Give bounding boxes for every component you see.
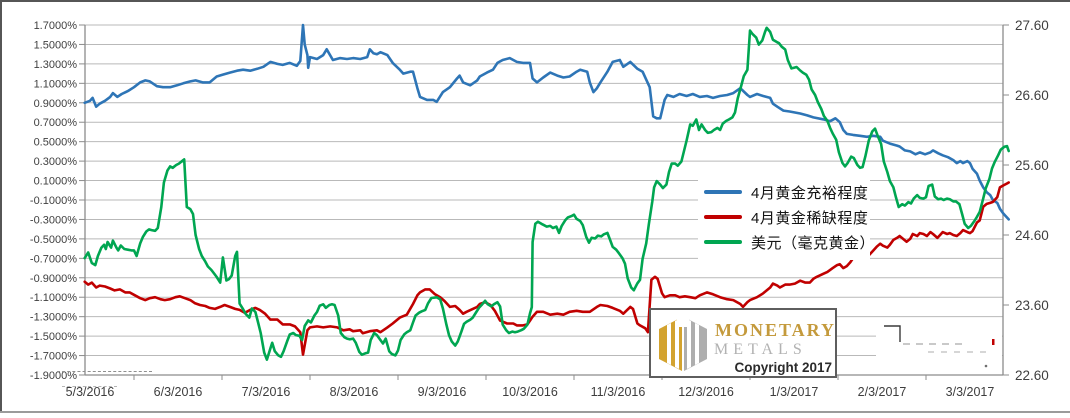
legend-swatch-red-icon [704,215,742,219]
erased-region-marks [884,325,995,368]
x-axis-tick-label: 3/3/2017 [946,385,995,399]
left-axis-tick-label: 0.9000% [34,98,78,110]
left-axis-tick-label: 0.5000% [34,137,78,149]
legend-item-dollar-mg-gold: 美元（毫克黄金） [704,230,875,254]
right-axis-tick-label: 26.60 [1015,88,1049,103]
left-axis-tick-label: 1.5000% [34,39,78,51]
left-axis-tick-label: -1.3000% [30,312,77,324]
watermark-copyright-text: Copyright 2017 [734,360,832,375]
series-line-gold-abundance [83,23,1010,221]
erased-region-artifact [876,318,1002,372]
right-axis-tick-label: 22.60 [1015,368,1049,383]
left-axis-tick-label: -1.1000% [30,292,77,304]
image-left-border [0,0,2,413]
left-axis-tick-label: -0.3000% [30,214,77,226]
left-axis-tick-label: 1.3000% [34,59,78,71]
x-axis-tick-label: 9/3/2016 [418,385,467,399]
image-top-border [0,0,1070,2]
left-axis-tick-label: 0.3000% [34,156,78,168]
x-axis-tick-label: 7/3/2016 [242,385,291,399]
left-axis-tick-label: 0.1000% [34,176,78,188]
left-axis-tick-label: -0.1000% [30,195,77,207]
watermark-monetary-text: MONETARY [715,320,837,340]
x-axis-tick-label: 2/3/2017 [858,385,907,399]
watermark-metals-text: METALS [714,341,807,358]
x-axis-tick-label: 10/3/2016 [502,385,558,399]
series-line-gold-scarcity [83,181,1010,356]
monetary-metals-logo-icon [659,317,707,371]
legend-label: 4月黄金稀缺程度 [751,209,869,227]
left-axis-tick-label: 0.7000% [34,117,78,129]
x-axis-tick-label: 8/3/2016 [330,385,379,399]
legend-swatch-green-icon [704,240,742,244]
right-axis-tick-label: 25.60 [1015,158,1049,173]
legend-item-abundance: 4月黄金充裕程度 [704,180,870,204]
x-axis-tick-label: 1/3/2017 [770,385,819,399]
left-axis-tick-label: -0.7000% [30,253,77,265]
dashed-line-artifact [62,386,117,387]
legend-label: 美元（毫克黄金） [751,234,876,252]
left-axis-tick-label: -0.5000% [30,234,77,246]
chart-legend: 4月黄金充裕程度 4月黄金稀缺程度 美元（毫克黄金） [698,176,875,260]
legend-swatch-blue-icon [704,190,742,194]
x-axis-tick-label: 11/3/2016 [591,385,646,399]
series-line-dollar-mg-gold [83,26,1010,361]
left-axis-tick-label: -1.7000% [30,351,77,363]
legend-label: 4月黄金充裕程度 [751,184,869,202]
right-axis-tick-label: 23.60 [1015,298,1049,313]
dashed-line-artifact [57,371,152,372]
legend-item-scarcity: 4月黄金稀缺程度 [704,205,870,229]
left-axis-tick-label: -0.9000% [30,273,77,285]
right-axis-tick-label: 24.60 [1015,228,1049,243]
left-axis-tick-label: -1.5000% [30,331,77,343]
watermark-box: MONETARY METALS Copyright 2017 [649,308,837,378]
x-axis-tick-label: 6/3/2016 [154,385,203,399]
image-bottom-rule [0,411,1070,413]
x-axis-tick-label: 12/3/2016 [678,385,734,399]
left-axis-tick-label: -1.9000% [30,370,77,382]
right-axis-tick-label: 27.60 [1015,18,1049,33]
left-axis-tick-label: 1.7000% [34,20,78,32]
x-axis-tick-label: 5/3/2016 [66,385,115,399]
left-axis-tick-label: 1.1000% [34,78,78,90]
